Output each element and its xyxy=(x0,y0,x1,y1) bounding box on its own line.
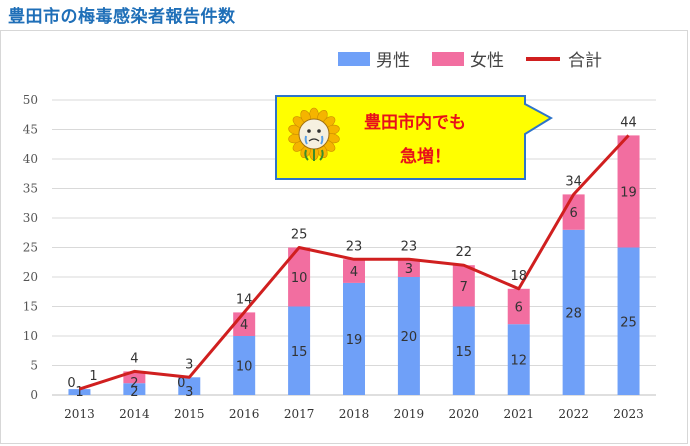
data-label-male: 1 xyxy=(75,385,83,400)
y-tick-label: 10 xyxy=(23,329,38,343)
data-label-total: 44 xyxy=(620,115,637,130)
callout-bubble: 豊田市内でも 急増！ xyxy=(275,95,554,180)
y-tick-label: 35 xyxy=(23,182,38,196)
data-label-total: 23 xyxy=(346,239,363,254)
data-label-total: 1 xyxy=(89,369,97,384)
bar-male xyxy=(343,282,365,395)
data-label-total: 4 xyxy=(130,351,138,366)
x-tick-label: 2013 xyxy=(64,407,95,421)
sunflower-mascot-crying-icon xyxy=(288,107,340,161)
data-label-male: 10 xyxy=(236,360,253,375)
x-tick-label: 2019 xyxy=(394,407,425,421)
x-tick-label: 2015 xyxy=(174,407,205,421)
y-tick-label: 20 xyxy=(23,270,38,284)
legend-label-total: 合計 xyxy=(568,51,602,71)
data-label-male: 15 xyxy=(456,345,473,360)
data-label-male: 19 xyxy=(346,333,363,348)
bar-female xyxy=(343,259,365,283)
y-tick-label: 40 xyxy=(23,152,38,166)
data-label-female: 0 xyxy=(67,376,75,391)
bar-male xyxy=(178,377,201,395)
legend-item-male: 男性 xyxy=(338,46,410,71)
legend-label-female: 女性 xyxy=(470,51,504,71)
data-label-total: 22 xyxy=(456,245,473,260)
bar-female xyxy=(507,288,530,325)
data-label-female: 4 xyxy=(350,265,358,280)
legend-item-female: 女性 xyxy=(432,46,504,71)
bar-female xyxy=(123,371,146,384)
y-tick-label: 5 xyxy=(30,359,38,373)
bar-male xyxy=(233,336,256,395)
bar-female xyxy=(288,247,311,307)
data-label-total: 23 xyxy=(401,239,418,254)
x-tick-label: 2022 xyxy=(558,407,589,421)
data-label-female: 19 xyxy=(620,185,637,200)
data-label-total: 14 xyxy=(236,292,253,307)
data-label-female: 6 xyxy=(569,206,577,221)
data-label-female: 2 xyxy=(130,376,138,391)
x-tick-label: 2020 xyxy=(449,407,480,421)
data-label-male: 3 xyxy=(185,385,193,400)
y-axis: 0 5 10 15 20 25 30 35 40 45 50 xyxy=(23,93,38,402)
x-tick-label: 2018 xyxy=(339,407,370,421)
bar-female xyxy=(617,135,640,248)
data-label-male: 20 xyxy=(401,330,418,345)
x-tick-label: 2021 xyxy=(503,407,534,421)
legend-line-total xyxy=(526,56,560,61)
y-tick-label: 50 xyxy=(23,93,38,107)
data-label-female: 6 xyxy=(515,301,523,316)
legend-swatch-male xyxy=(338,51,370,66)
bar-male xyxy=(507,324,530,395)
data-label-male: 15 xyxy=(291,345,308,360)
x-tick-label: 2014 xyxy=(119,407,150,421)
callout-text-line2: 急増！ xyxy=(400,146,451,167)
data-label-female: 10 xyxy=(291,271,308,286)
data-label-female: 0 xyxy=(177,376,185,391)
bar-male xyxy=(397,277,420,395)
data-label-male: 2 xyxy=(130,385,138,400)
chart-legend: 男性 女性 合計 xyxy=(338,46,624,71)
bar-male xyxy=(452,306,475,395)
data-label-total: 25 xyxy=(291,228,308,243)
y-tick-label: 45 xyxy=(23,123,38,137)
data-label-male: 25 xyxy=(620,315,637,330)
data-label-male: 12 xyxy=(510,354,527,369)
bar-male xyxy=(617,247,640,395)
legend-swatch-female xyxy=(432,51,464,66)
total-line-path xyxy=(78,134,630,391)
callout-text-line1: 豊田市内でも xyxy=(364,112,466,133)
data-label-total: 34 xyxy=(565,174,582,189)
data-label-male: 28 xyxy=(565,306,582,321)
page-title: 豊田市の梅毒感染者報告件数 xyxy=(8,7,236,27)
bars xyxy=(68,135,640,395)
chart-frame xyxy=(0,30,688,444)
legend-label-male: 男性 xyxy=(376,51,410,71)
x-tick-label: 2023 xyxy=(613,407,644,421)
x-axis: 2013 2014 2015 2016 2017 2018 2019 2020 2021 2022… xyxy=(64,407,644,421)
callout-shape xyxy=(275,95,554,180)
legend-item-total: 合計 xyxy=(526,46,602,71)
y-tick-label: 25 xyxy=(23,241,38,255)
data-label-total: 3 xyxy=(185,357,193,372)
x-tick-label: 2016 xyxy=(229,407,260,421)
x-tick-label: 2017 xyxy=(284,407,315,421)
bar-male xyxy=(288,306,311,395)
bar-female xyxy=(397,259,420,277)
bar-male xyxy=(123,383,146,395)
y-tick-label: 0 xyxy=(30,388,38,402)
data-label-female: 3 xyxy=(405,262,413,277)
data-label-total: 18 xyxy=(510,269,527,284)
y-tick-label: 15 xyxy=(23,300,38,314)
data-label-female: 4 xyxy=(240,318,248,333)
bar-male xyxy=(68,389,91,395)
bar-female xyxy=(452,265,475,307)
bar-male xyxy=(562,229,585,395)
y-tick-label: 30 xyxy=(23,211,38,225)
data-label-female: 7 xyxy=(460,280,468,295)
